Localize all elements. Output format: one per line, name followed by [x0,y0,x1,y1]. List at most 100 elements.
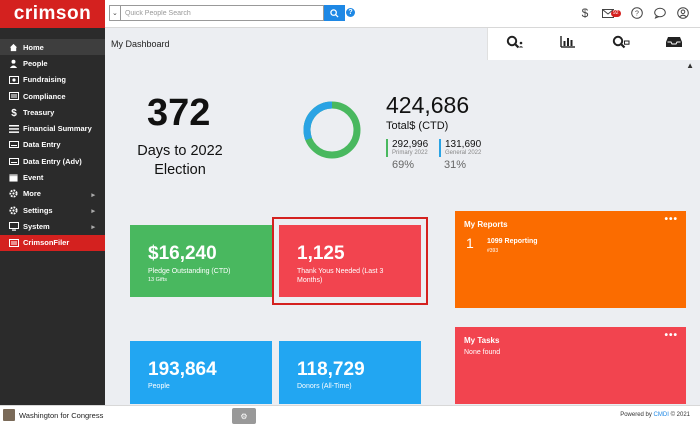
sidebar-item-compliance[interactable]: Compliance [0,88,105,104]
sidebar-item-label: Event [23,173,44,183]
powered-by-brand[interactable]: CMDI [653,412,669,418]
keyboard-icon [8,157,19,166]
report-id: #393 [487,248,499,254]
card-title: My Reports [464,220,508,229]
tile-label: Donors (All-Time) [297,383,352,390]
dollar-icon[interactable]: $ [581,6,589,20]
inbox-tool[interactable] [665,35,682,53]
total-value: 424,686 [386,92,470,118]
card-menu-button[interactable]: ••• [664,330,678,341]
tasks-empty-text: None found [464,349,501,356]
sidebar-item-label: Settings [23,205,53,215]
svg-text:?: ? [635,11,639,18]
keyboard-icon [8,140,19,149]
bar-chart-icon [560,36,576,48]
primary-label: Primary 2022 [392,150,428,156]
chat-button[interactable] [653,6,667,20]
sidebar-item-label: Financial Summary [23,124,92,134]
calendar-icon [8,173,19,182]
quick-search: ⌄ [109,5,345,21]
footer: Washington for Congress ⚙ Powered by CMD… [0,405,700,424]
powered-by-suffix: © 2021 [670,412,690,418]
organization-name[interactable]: Washington for Congress [19,411,104,420]
top-icons: $ 92 ? [578,4,690,22]
avatar[interactable] [3,409,15,421]
list-icon [8,124,19,133]
sidebar-item-settings[interactable]: Settings ▸ [0,202,105,218]
cog-icon [8,206,19,215]
search-icon [330,8,339,18]
help-button[interactable]: ? [630,6,644,20]
donors-tile[interactable]: 118,729 Donors (All-Time) [279,341,421,404]
general-label: General 2022 [445,150,482,156]
sidebar-item-label: Data Entry (Adv) [23,156,82,166]
person-icon [8,59,19,68]
sidebar-item-crimsonfiler[interactable]: CrimsonFiler [0,234,105,251]
chevron-down-icon: ⌄ [112,10,118,17]
monitor-icon [8,221,19,231]
search-donations-tool[interactable] [612,35,630,54]
tile-label: Thank Yous Needed (Last 3 Months) [297,268,384,284]
chevron-right-icon: ▸ [91,224,95,232]
sidebar-item-event[interactable]: Event [0,169,105,185]
dollar-icon: $ [8,108,19,117]
pledge-outstanding-tile[interactable]: $16,240 Pledge Outstanding (CTD) 13 Gift… [130,225,272,297]
card-menu-button[interactable]: ••• [664,214,678,225]
collapse-caret-icon[interactable]: ▲ [686,61,694,70]
chevron-right-icon: ▸ [91,207,95,215]
page-title: My Dashboard [111,39,170,49]
total-label: Total$ (CTD) [386,120,449,132]
general-split: 131,690 General 2022 [439,139,481,157]
primary-value: 292,996 [392,139,429,150]
general-percent: 31% [444,159,467,171]
tile-value: 1,125 [297,243,345,264]
sidebar-item-data-entry[interactable]: Data Entry [0,137,105,153]
sidebar-item-label: CrimsonFiler [23,238,70,248]
search-button[interactable] [324,5,345,21]
sidebar-item-financial-summary[interactable]: Financial Summary [0,120,105,136]
search-input[interactable] [119,5,325,21]
primary-split: 292,996 Primary 2022 [386,139,428,157]
home-icon [8,43,19,52]
svg-text:$: $ [11,108,17,117]
my-tasks-card: My Tasks ••• None found [455,327,686,404]
file-icon [8,238,19,247]
chat-icon [654,7,666,19]
sidebar-item-people[interactable]: People [0,55,105,71]
days-to-election-value: 372 [147,92,211,134]
report-link[interactable]: 1099 Reporting [487,238,538,245]
mail-button[interactable]: 92 [601,6,621,20]
sidebar-item-more[interactable]: More ▸ [0,186,105,202]
search-people-tool[interactable] [506,35,524,54]
general-value: 131,690 [445,139,482,150]
main-header: My Dashboard [105,28,700,60]
top-bar: crimson ⌄ ? $ 92 ? [0,0,700,28]
powered-by: Powered by CMDI © 2021 [620,412,690,418]
sidebar-item-label: Compliance [23,91,66,101]
quick-tools [487,28,700,60]
money-icon [8,75,19,84]
powered-by-prefix: Powered by [620,412,652,418]
sidebar-item-data-entry-adv[interactable]: Data Entry (Adv) [0,153,105,169]
report-count: 1 [466,235,474,251]
logo[interactable]: crimson [0,0,105,28]
tile-label: People [148,383,170,390]
people-tile[interactable]: 193,864 People [130,341,272,404]
folder-icon [8,92,19,101]
sidebar-item-label: People [23,58,48,68]
sidebar-item-fundraising[interactable]: Fundraising [0,72,105,88]
card-title: My Tasks [464,336,500,345]
footer-settings-button[interactable]: ⚙ [232,408,256,424]
sidebar-item-treasury[interactable]: $ Treasury [0,104,105,120]
sidebar-item-home[interactable]: Home [0,39,105,56]
reports-tool[interactable] [560,35,576,53]
tile-value: 193,864 [148,359,217,380]
user-button[interactable] [676,6,690,20]
search-help-icon[interactable]: ? [346,8,355,17]
search-people-icon [506,35,524,48]
search-type-dropdown[interactable]: ⌄ [109,5,120,21]
primary-percent: 69% [392,159,415,171]
thank-yous-tile[interactable]: 1,125 Thank Yous Needed (Last 3 Months) [279,225,421,297]
user-icon [677,7,689,19]
sidebar-item-system[interactable]: System ▸ [0,218,105,234]
